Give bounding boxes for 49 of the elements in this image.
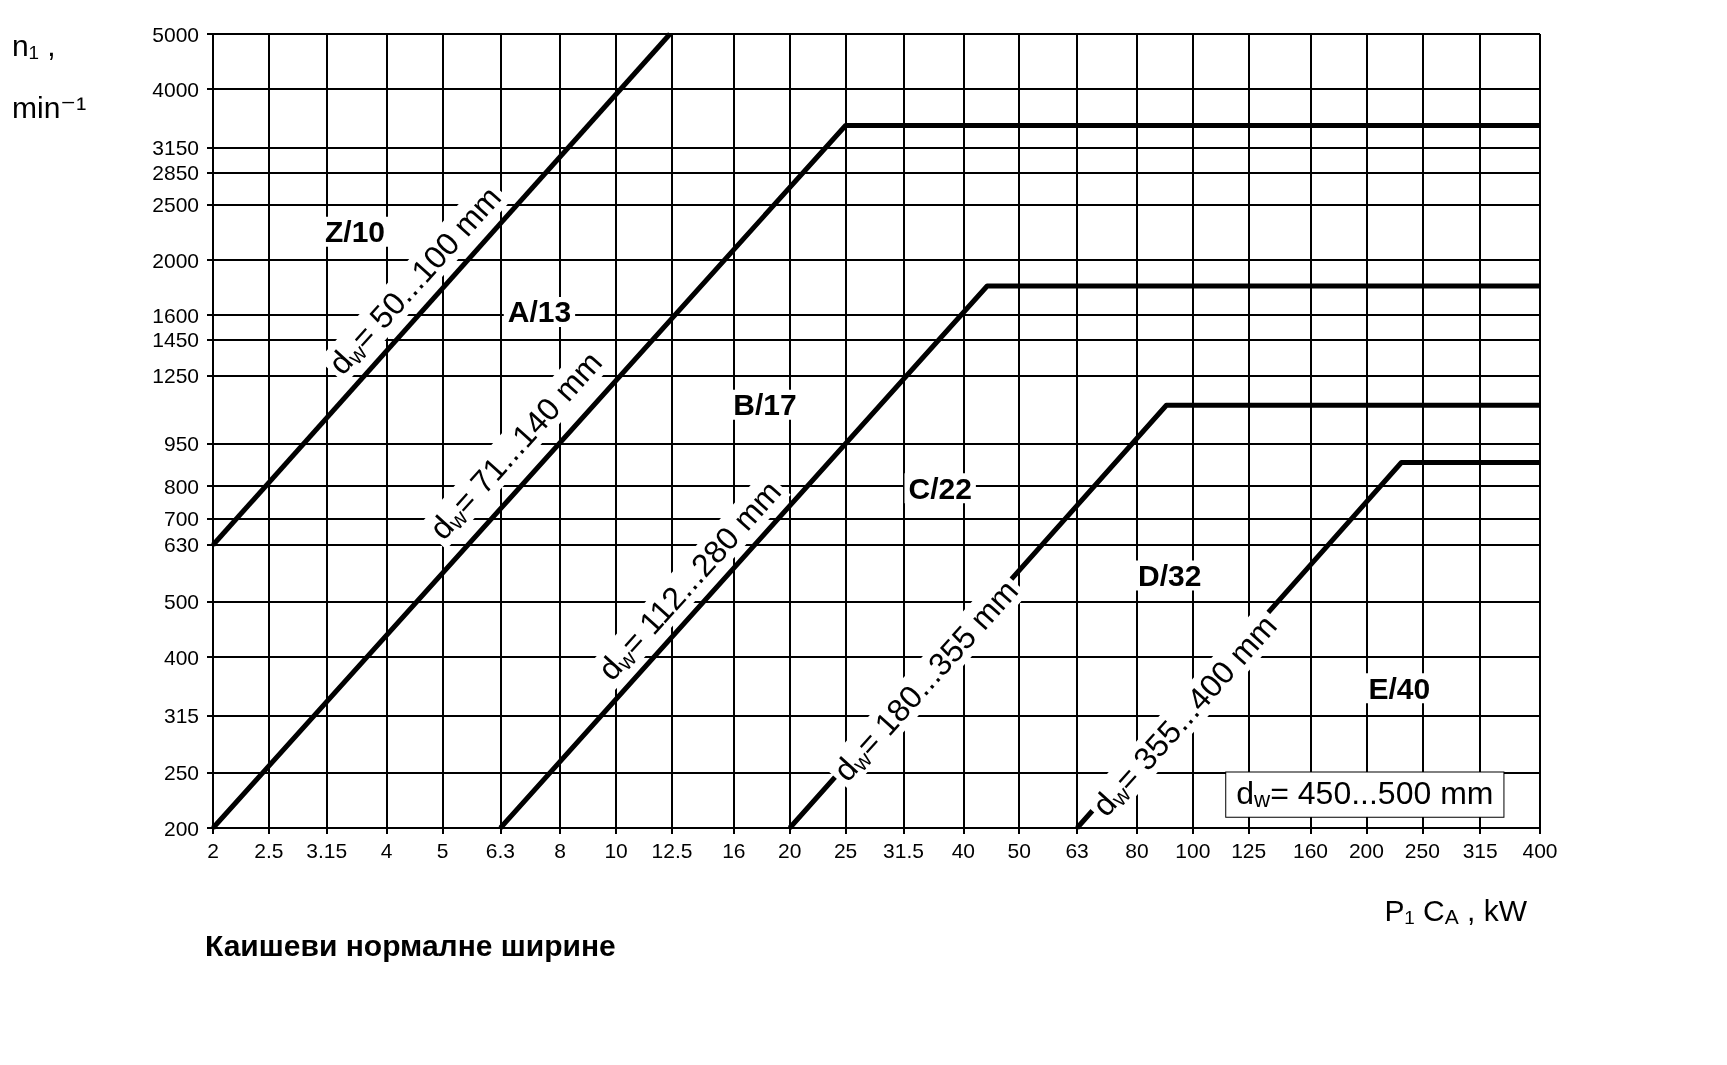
y-tick-label: 800 <box>163 474 199 498</box>
y-tick-label: 1250 <box>152 364 199 388</box>
x-tick-label: 20 <box>778 839 802 862</box>
x-tick-label: 3.15 <box>306 839 348 862</box>
annotation: A/13 <box>507 295 572 329</box>
y-tick-label: 1450 <box>152 327 199 351</box>
annotation: B/17 <box>733 388 797 422</box>
x-tick-label: 4 <box>380 839 393 862</box>
x-tick-label: 50 <box>1007 839 1031 862</box>
x-tick-label: 250 <box>1404 839 1440 862</box>
x-tick-label: 8 <box>554 839 567 862</box>
x-tick-label: 10 <box>604 839 628 862</box>
y-tick-label: 2500 <box>152 193 199 217</box>
x-tick-label: 63 <box>1065 839 1089 862</box>
y-tick-label: 250 <box>163 761 199 785</box>
y-tick-label: 630 <box>163 533 199 557</box>
x-tick-label: 100 <box>1175 839 1211 862</box>
x-tick-label: 2 <box>207 839 219 862</box>
x-tick-label: 80 <box>1125 839 1149 862</box>
y-tick-label: 2850 <box>152 161 199 185</box>
text: Каишеви нормалне ширине <box>205 928 616 962</box>
x-tick-label: 25 <box>833 839 858 862</box>
y-tick-label: 5000 <box>152 22 199 46</box>
y-tick-label: 4000 <box>152 77 199 101</box>
y-tick-label: 1600 <box>152 303 199 327</box>
x-tick-label: 5 <box>436 839 449 862</box>
y-axis-title: n₁ , min⁻¹ <box>12 28 87 124</box>
x-tick-label: 315 <box>1462 839 1498 862</box>
y-tick-label: 3150 <box>152 136 199 160</box>
y-tick-label: 500 <box>163 590 199 614</box>
annotation: C/22 <box>908 471 972 505</box>
x-tick-label: 40 <box>951 839 975 862</box>
y-tick-label: 700 <box>163 507 199 531</box>
x-tick-label: 6.3 <box>485 839 515 862</box>
y-tick-label: 200 <box>163 816 199 840</box>
y-tick-label: 2000 <box>152 248 199 272</box>
x-tick-label: 200 <box>1348 839 1384 862</box>
annotation: E/40 <box>1368 671 1431 705</box>
y-tick-label: 315 <box>163 704 199 728</box>
x-tick-label: 125 <box>1231 839 1267 862</box>
x-tick-label: 400 <box>1522 839 1558 862</box>
x-tick-label: 12.5 <box>651 839 693 862</box>
x-tick-label: 2.5 <box>254 839 284 862</box>
annotation: D/32 <box>1138 559 1202 593</box>
y-tick-label: 950 <box>163 432 199 456</box>
y-tick-label: 400 <box>163 645 199 669</box>
x-tick-label: 16 <box>722 839 746 862</box>
x-tick-label: 31.5 <box>883 839 924 862</box>
x-tick-label: 160 <box>1292 839 1329 862</box>
